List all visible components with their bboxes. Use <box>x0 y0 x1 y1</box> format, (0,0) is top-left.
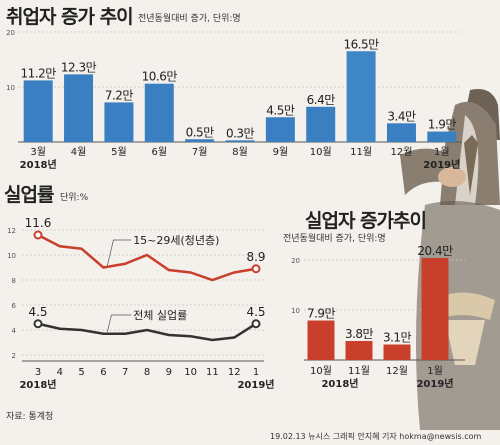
data-label: 8.9 <box>246 250 265 264</box>
x-tick-label: 12 <box>228 367 241 378</box>
data-label: 4.5 <box>246 305 265 319</box>
data-label: 7.2만 <box>105 88 134 102</box>
unemployed-unit: 전년동월대비 증가, 단위:명 <box>283 234 386 244</box>
bar <box>225 140 255 142</box>
bar <box>64 74 94 142</box>
data-label: 20.4만 <box>417 244 453 258</box>
data-label: 12.3만 <box>61 60 97 74</box>
year-label: 2019년 <box>237 378 274 390</box>
y-tick-label: 10 <box>7 252 16 260</box>
x-tick-label: 1월 <box>434 146 450 158</box>
year-label: 2018년 <box>19 378 56 390</box>
unemployment-title: 실업률 <box>4 184 54 206</box>
year-label: 2018년 <box>20 158 57 171</box>
employment-title: 취업자 증가 추이 <box>6 6 134 28</box>
x-tick-label: 4 <box>57 367 63 378</box>
unemployed-title: 실업자 증가추이 <box>305 210 427 232</box>
x-tick-label: 10월 <box>310 146 332 158</box>
data-label: 0.5만 <box>186 125 215 139</box>
year-label: 2019년 <box>423 158 460 171</box>
bar <box>306 106 336 142</box>
data-label: 7.9만 <box>307 307 336 321</box>
data-point <box>251 319 261 329</box>
data-label: 6.4만 <box>307 93 336 107</box>
bar <box>383 344 411 360</box>
data-point <box>33 230 43 240</box>
y-tick-label: 6 <box>12 302 17 310</box>
x-tick-label: 9월 <box>273 146 289 158</box>
unemployment-line-chart: 2 4 6 8 10 12 11.6 8.9 4.5 4.5 15~29세(청년층) 전체 실업률 3 4… <box>7 216 274 390</box>
year-label: 2019년 <box>416 377 453 390</box>
unemployed-bar-chart: 10 20 7.9만 10월 3.8만 11월 3.1만 12월 20.4만 1월 2018년 201… <box>291 244 465 390</box>
x-tick-label: 12월 <box>390 146 412 158</box>
x-tick-label: 7 <box>122 367 128 378</box>
y-tick-label: 10 <box>6 84 15 92</box>
x-tick-label: 10월 <box>310 365 332 377</box>
y-tick-label: 8 <box>12 277 16 285</box>
bar <box>345 341 373 360</box>
x-tick-label: 1 <box>253 367 259 378</box>
data-label: 1.9만 <box>428 118 457 132</box>
leader-line <box>107 314 132 332</box>
y-tick-label: 20 <box>6 29 15 37</box>
bar <box>144 83 174 142</box>
data-label: 4.5 <box>28 305 47 319</box>
bar <box>265 117 295 142</box>
x-tick-label: 11 <box>206 367 219 378</box>
x-tick-label: 7월 <box>192 146 208 158</box>
bar <box>421 258 449 360</box>
data-label: 4.5만 <box>266 103 295 117</box>
x-tick-label: 12월 <box>386 365 408 377</box>
x-tick-label: 4월 <box>71 146 87 158</box>
source-note: 자료: 통계청 <box>6 412 54 422</box>
bar <box>23 80 53 142</box>
data-label: 3.8만 <box>345 327 374 341</box>
data-label: 3.4만 <box>387 109 416 123</box>
y-tick-label: 10 <box>291 307 300 315</box>
data-point <box>33 319 43 329</box>
x-tick-label: 8 <box>144 367 150 378</box>
y-tick-label: 2 <box>12 352 16 360</box>
y-tick-label: 4 <box>12 327 17 335</box>
leader-line <box>107 239 132 266</box>
bar <box>346 51 376 142</box>
x-tick-label: 9 <box>166 367 172 378</box>
unemployment-unit: 단위:% <box>60 193 89 203</box>
bar <box>427 131 457 142</box>
data-label: 16.5만 <box>343 37 379 51</box>
data-label: 11.2만 <box>21 66 57 80</box>
y-tick-label: 12 <box>7 227 16 235</box>
x-tick-label: 6월 <box>151 146 167 158</box>
data-label: 0.3만 <box>226 126 255 140</box>
x-tick-label: 5 <box>78 367 84 378</box>
bar <box>386 123 416 142</box>
data-label: 11.6 <box>25 216 52 230</box>
series-line <box>37 322 257 342</box>
y-tick-label: 20 <box>291 257 300 265</box>
bar <box>307 320 335 360</box>
data-label: 10.6만 <box>142 70 178 84</box>
bar <box>104 102 134 142</box>
x-tick-label: 1월 <box>427 365 443 377</box>
x-tick-label: 11월 <box>350 146 372 158</box>
data-point <box>251 264 261 274</box>
x-tick-label: 8월 <box>232 146 248 158</box>
credit-line: 19.02.13 뉴시스 그래픽 안지혜 기자 hokma@newsis.com <box>270 432 482 441</box>
x-tick-label: 3월 <box>30 146 46 158</box>
data-label: 3.1만 <box>383 331 412 345</box>
year-label: 2018년 <box>321 377 358 390</box>
employment-unit: 전년동월대비 증가, 단위:명 <box>138 14 241 24</box>
series-label: 15~29세(청년층) <box>133 234 219 247</box>
x-tick-label: 10 <box>184 367 197 378</box>
x-tick-label: 11월 <box>348 365 370 377</box>
x-tick-label: 6 <box>100 367 106 378</box>
x-tick-label: 3 <box>35 367 41 378</box>
series-label: 전체 실업률 <box>133 309 187 322</box>
employment-bar-chart: 10 20 11.2만 3월 12.3만 4월 7.2만 5월 10.6만 6월 0.5만 7월 0.3… <box>6 29 462 171</box>
bar <box>185 139 215 142</box>
x-tick-label: 5월 <box>111 146 127 158</box>
